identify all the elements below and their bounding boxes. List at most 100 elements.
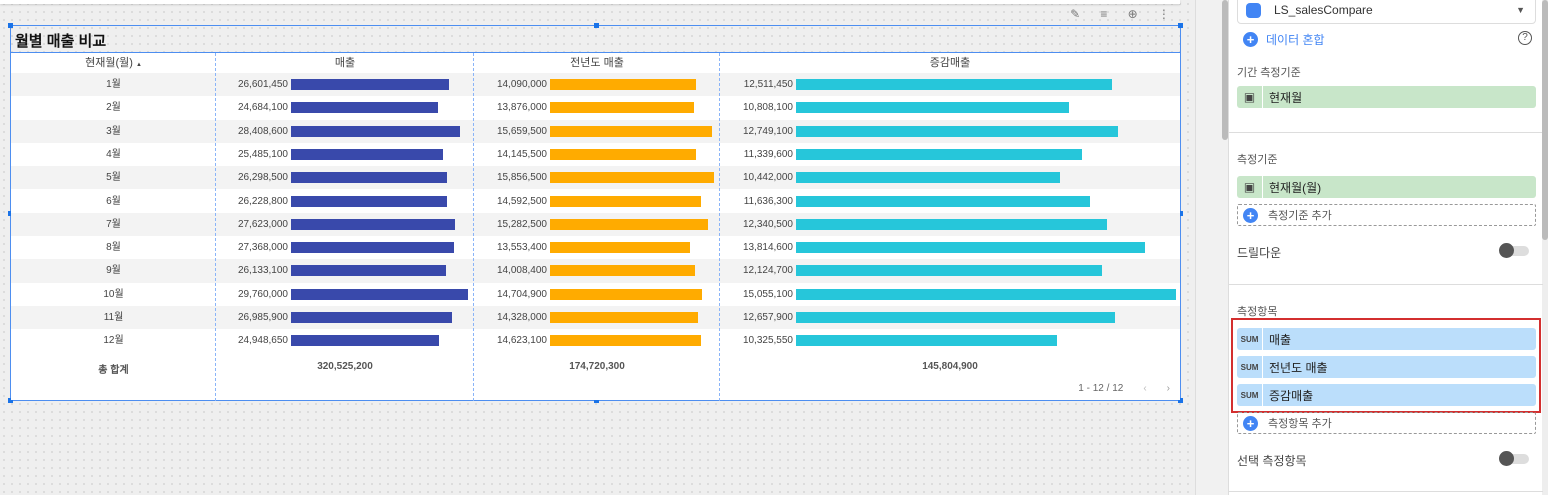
- sales-bar: [291, 102, 438, 114]
- chip-label: 매출: [1269, 332, 1292, 347]
- header-prev-sales[interactable]: 전년도 매출: [570, 57, 624, 69]
- header-diff-sales[interactable]: 증감매출: [929, 57, 971, 69]
- table-row[interactable]: 2월 24,684,100 13,876,000 10,808,100: [11, 96, 1180, 119]
- plus-icon: +: [1243, 415, 1258, 431]
- column-divider: [473, 53, 474, 401]
- help-icon[interactable]: ?: [1518, 31, 1532, 45]
- diff-sales-value: 10,442,000: [742, 172, 793, 184]
- prev-sales-bar: [550, 312, 699, 323]
- more-vert-icon[interactable]: ⋮: [1157, 7, 1170, 21]
- chip-label: 전년도 매출: [1269, 360, 1328, 375]
- table-row[interactable]: 10월 29,760,000 14,704,900 15,055,100: [11, 283, 1180, 306]
- prev-sales-value: 15,282,500: [496, 218, 547, 230]
- prev-sales-bar: [550, 218, 709, 230]
- sales-bar: [291, 148, 443, 160]
- page-range: 1 - 12 / 12: [1078, 383, 1124, 394]
- dimension-label: 측정기준: [1237, 154, 1278, 166]
- resize-handle[interactable]: [1178, 23, 1183, 28]
- table-row[interactable]: 7월 27,623,000 15,282,500 12,340,500: [11, 212, 1180, 237]
- table-row[interactable]: 12월 24,948,650 14,623,100 10,325,550: [11, 329, 1180, 352]
- chip-label: 현재월: [1269, 90, 1303, 105]
- month-cell: 10월: [103, 288, 124, 300]
- metric-chip[interactable]: SUM 매출: [1237, 328, 1536, 350]
- resize-handle[interactable]: [8, 211, 13, 216]
- drilldown-label: 드릴다운: [1237, 246, 1282, 260]
- prev-sales-bar: [550, 148, 697, 160]
- add-label: 측정기준 추가: [1268, 210, 1332, 222]
- table-row[interactable]: 1월 26,601,450 14,090,000 12,511,450: [11, 73, 1180, 97]
- datasource-name: LS_salesCompare: [1274, 3, 1373, 17]
- prev-sales-bar: [550, 79, 696, 90]
- sales-bar: [291, 218, 456, 230]
- diff-sales-bar: [796, 335, 1057, 347]
- prev-sales-value: 14,145,500: [496, 148, 547, 160]
- resize-handle[interactable]: [594, 23, 599, 28]
- next-page-icon[interactable]: ›: [1166, 383, 1170, 394]
- filter-icon[interactable]: ≡: [1100, 7, 1108, 21]
- report-canvas: ✎ ≡ ⊕ ⋮ 월별 매출 비교 12월 24,948,650 14,623,100…: [0, 0, 1195, 495]
- diff-sales-bar: [796, 148, 1083, 160]
- table-row[interactable]: 8월 27,368,000 13,553,400 13,814,600: [11, 236, 1180, 259]
- table-row[interactable]: 4월 25,485,100 14,145,500 11,339,600: [11, 143, 1180, 166]
- add-label: 측정항목 추가: [1268, 418, 1332, 430]
- diff-sales-value: 12,124,700: [742, 265, 793, 277]
- diff-sales-bar: [796, 265, 1103, 277]
- diff-sales-value: 11,339,600: [743, 148, 793, 160]
- diff-sales-value: 12,657,900: [742, 312, 793, 323]
- diff-sales-value: 13,814,600: [742, 242, 793, 254]
- dimension-chip[interactable]: ▣ 현재월(월): [1237, 176, 1536, 198]
- diff-sales-bar: [796, 242, 1145, 254]
- sort-icon: ▲: [135, 62, 142, 68]
- properties-panel: LS_salesCompare ▼ + 데이터 혼합 ? 기간 측정기준 ▣ 현재월…: [1228, 0, 1543, 495]
- column-divider: [719, 53, 720, 401]
- metric-chip[interactable]: SUM 전년도 매출: [1237, 356, 1536, 378]
- calendar-icon: ▣: [1237, 86, 1263, 108]
- table-row[interactable]: 5월 26,298,500 15,856,500 10,442,000: [11, 166, 1180, 190]
- zoom-icon[interactable]: ⊕: [1127, 7, 1138, 21]
- prev-sales-value: 14,592,500: [496, 195, 547, 207]
- resize-handle[interactable]: [1178, 398, 1183, 403]
- header-label: 현재월(월): [85, 57, 133, 69]
- resize-handle[interactable]: [594, 398, 599, 403]
- resize-handle[interactable]: [8, 398, 13, 403]
- add-metric-button[interactable]: + 측정항목 추가: [1237, 412, 1536, 434]
- month-cell: 1월: [106, 79, 121, 90]
- month-cell: 7월: [106, 218, 121, 230]
- table-row[interactable]: 9월 26,133,100 14,008,400 12,124,700: [11, 259, 1180, 283]
- drilldown-toggle[interactable]: [1499, 243, 1529, 258]
- table-row[interactable]: 6월 26,228,800 14,592,500 11,636,300: [11, 190, 1180, 213]
- add-dimension-button[interactable]: + 측정기준 추가: [1237, 204, 1536, 226]
- optional-metrics-toggle[interactable]: [1499, 451, 1529, 466]
- blend-label: 데이터 혼합: [1266, 33, 1325, 47]
- canvas-scrollbar[interactable]: [1222, 0, 1228, 140]
- date-range-chip[interactable]: ▣ 현재월: [1237, 86, 1536, 108]
- diff-sales-bar: [796, 79, 1112, 90]
- column-divider: [215, 53, 216, 401]
- prev-page-icon[interactable]: ‹: [1143, 383, 1147, 394]
- panel-scrollbar[interactable]: [1542, 0, 1548, 240]
- blend-data-button[interactable]: + 데이터 혼합: [1243, 31, 1325, 48]
- resize-handle[interactable]: [8, 23, 13, 28]
- divider: [1229, 491, 1543, 492]
- pagination: 1 - 12 / 12 ‹ ›: [1078, 383, 1170, 394]
- header-sales[interactable]: 매출: [334, 57, 356, 69]
- sales-bar: [291, 335, 440, 347]
- month-cell: 5월: [106, 172, 121, 184]
- month-cell: 8월: [106, 242, 121, 254]
- prev-sales-bar: [550, 172, 714, 184]
- header-month[interactable]: 현재월(월) ▲: [11, 53, 216, 73]
- prev-sales-bar: [550, 335, 702, 347]
- datasource-select[interactable]: LS_salesCompare ▼: [1237, 0, 1536, 24]
- metric-chip[interactable]: SUM 증감매출: [1237, 384, 1536, 406]
- table-row[interactable]: 11월 26,985,900 14,328,000 12,657,900: [11, 306, 1180, 330]
- agg-label: SUM: [1237, 328, 1263, 350]
- table-row[interactable]: 3월 28,408,600 15,659,500 12,749,100: [11, 119, 1180, 143]
- prev-sales-value: 15,856,500: [496, 172, 547, 184]
- pencil-icon[interactable]: ✎: [1070, 7, 1081, 21]
- prev-sales-value: 13,553,400: [496, 242, 547, 254]
- table-chart[interactable]: 월별 매출 비교 12월 24,948,650 14,623,100 10,325,5…: [8, 23, 1183, 403]
- month-cell: 4월: [106, 148, 121, 160]
- agg-label: SUM: [1237, 384, 1263, 406]
- resize-handle[interactable]: [1178, 211, 1183, 216]
- prev-sales-value: 14,623,100: [496, 335, 547, 347]
